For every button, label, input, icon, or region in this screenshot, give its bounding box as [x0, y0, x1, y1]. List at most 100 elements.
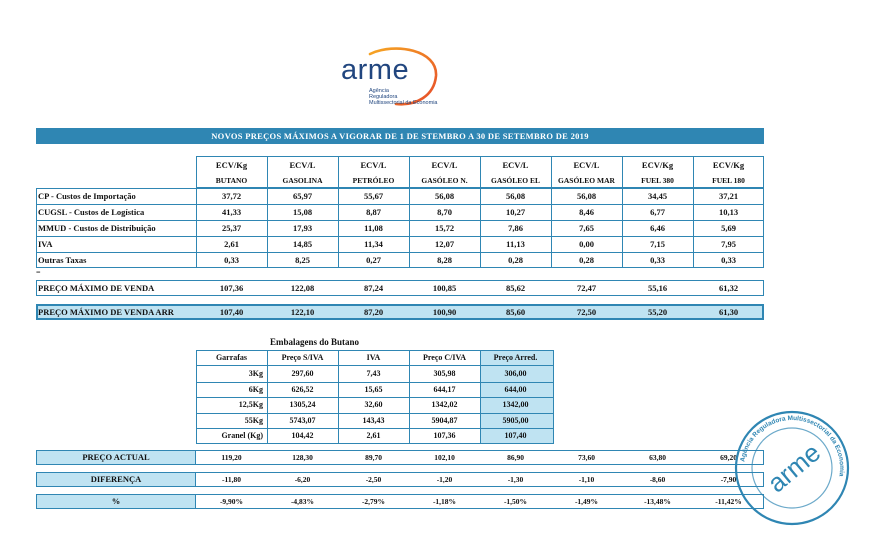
table-cell: 15,08 — [292, 207, 313, 217]
diferenca-value: -1,10 — [578, 475, 595, 484]
table-cell: 25,37 — [221, 223, 242, 233]
butano-cell: 1305,24 — [289, 400, 316, 409]
col-divider — [338, 156, 339, 268]
table-cell: 0,33 — [224, 255, 239, 265]
table-cell: 14,85 — [292, 239, 313, 249]
preco_maximo-value: 87,24 — [363, 283, 384, 293]
table-cell: 65,97 — [292, 191, 313, 201]
col-name-6: FUEL 380 — [641, 176, 674, 185]
col-name-3: GASÓLEO N. — [421, 176, 468, 185]
table-cell: 56,08 — [434, 191, 455, 201]
col-unit-0: ECV/Kg — [215, 160, 248, 170]
diferenca-value: -8,60 — [649, 475, 666, 484]
preco-maximo-row — [36, 280, 764, 296]
col-unit-5: ECV/L — [573, 160, 600, 170]
preco_maximo_arr-value: 100,90 — [432, 307, 457, 317]
butano-header: Preço C/IVA — [422, 353, 467, 362]
preco_maximo-value: 100,85 — [432, 283, 457, 293]
percent-value: -9,90% — [219, 497, 244, 506]
col-divider — [409, 156, 410, 268]
table-cell: 55,67 — [363, 191, 384, 201]
table-cell: 7,95 — [721, 239, 736, 249]
preco_actual-value: 89,70 — [365, 453, 382, 462]
preco_maximo_arr-value: 122,10 — [290, 307, 315, 317]
percent-label: % — [36, 494, 196, 509]
preco_maximo_arr-value: 107,40 — [219, 307, 244, 317]
preco_maximo_arr-value: 85,60 — [505, 307, 526, 317]
butano-cell: 6Kg — [248, 384, 263, 394]
table-cell: 0,28 — [579, 255, 594, 265]
table-cell: 8,70 — [437, 207, 452, 217]
row-divider — [36, 236, 764, 237]
butano-cell: 305,98 — [433, 369, 456, 378]
page-title-banner: NOVOS PREÇOS MÁXIMOS A VIGORAR DE 1 DE S… — [36, 128, 764, 144]
preco_maximo-value: 85,62 — [505, 283, 526, 293]
preco_maximo_arr-value: 61,30 — [718, 307, 739, 317]
preco_maximo-value: 122,08 — [290, 283, 315, 293]
col-name-5: GASÓLEO MAR — [558, 176, 615, 185]
table-cell: 34,45 — [647, 191, 668, 201]
butano-cell: 7,43 — [366, 369, 381, 378]
butano-header: Preço S/IVA — [281, 353, 324, 362]
preco-maximo-arr-row — [36, 304, 764, 320]
diferenca-label: DIFERENÇA — [36, 472, 196, 487]
diferenca-value: -6,20 — [294, 475, 311, 484]
preco_maximo_arr-value: 72,50 — [576, 307, 597, 317]
butano-cell: 143,43 — [362, 415, 385, 425]
preco_maximo-value: 72,47 — [576, 283, 597, 293]
preco_maximo-value: 107,36 — [219, 283, 244, 293]
table-cell: 8,28 — [437, 255, 452, 265]
table-cell: 0,33 — [721, 255, 736, 265]
col-unit-1: ECV/L — [289, 160, 316, 170]
butano-cell: 5905,00 — [502, 415, 529, 425]
butano-cell: 306,00 — [504, 369, 527, 378]
table-cell: 8,46 — [579, 207, 594, 217]
butano-header: Garrafas — [215, 353, 248, 362]
col-divider — [622, 156, 623, 268]
table-row-label: Outras Taxas — [38, 255, 87, 265]
preco_actual-value: 102,10 — [434, 453, 455, 462]
percent-value: -1,49% — [574, 497, 599, 506]
butano-header: IVA — [366, 353, 381, 362]
butano-cell: 32,60 — [364, 400, 383, 409]
col-divider — [480, 156, 481, 268]
col-name-4: GASÓLEO EL — [491, 176, 540, 185]
col-divider — [551, 156, 552, 268]
percent-value: -1,50% — [503, 497, 528, 506]
preco_actual-value: 128,30 — [292, 453, 313, 462]
percent-value: -4,83% — [290, 497, 315, 506]
table-cell: 5,69 — [721, 223, 736, 233]
table-cell: 10,13 — [718, 207, 739, 217]
table-cell: 12,07 — [434, 239, 455, 249]
preco_actual-value: 86,90 — [507, 453, 524, 462]
table-cell: 11,13 — [506, 239, 525, 249]
butano-cell: 1342,02 — [431, 400, 458, 409]
table-row-label: IVA — [38, 239, 53, 249]
col-unit-4: ECV/L — [502, 160, 529, 170]
butano-cell: 55Kg — [244, 415, 263, 425]
table-cell: 15,72 — [434, 223, 455, 233]
col-name-1: GASOLINA — [282, 176, 323, 185]
table-cell: 8,87 — [366, 207, 381, 217]
table-row-label: CP - Custos de Importação — [38, 191, 136, 201]
col-unit-2: ECV/L — [360, 160, 387, 170]
svg-text:arme: arme — [762, 437, 827, 498]
table-cell: 17,93 — [292, 223, 313, 233]
butano-cell: 2,61 — [366, 431, 381, 440]
table-row-label: MMUD - Custos de Distribuição — [38, 223, 156, 233]
table-cell: 0,00 — [579, 239, 594, 249]
table-cell: 37,21 — [718, 191, 739, 201]
diferenca-value: -1,20 — [436, 475, 453, 484]
preco_actual-value: 63,80 — [649, 453, 666, 462]
butano-cell: Granel (Kg) — [221, 431, 263, 440]
table-cell: 8,25 — [295, 255, 310, 265]
preco_actual-value: 69,20 — [720, 453, 737, 462]
row-divider — [36, 204, 764, 205]
butano-cell: 15,65 — [364, 384, 383, 394]
col-name-7: FUEL 180 — [712, 176, 745, 185]
col-unit-6: ECV/Kg — [641, 160, 674, 170]
table-cell: 56,08 — [505, 191, 526, 201]
butano-cell: 3Kg — [248, 369, 263, 378]
table-cell: 7,15 — [650, 239, 665, 249]
butano-cell: 644,17 — [433, 384, 456, 394]
